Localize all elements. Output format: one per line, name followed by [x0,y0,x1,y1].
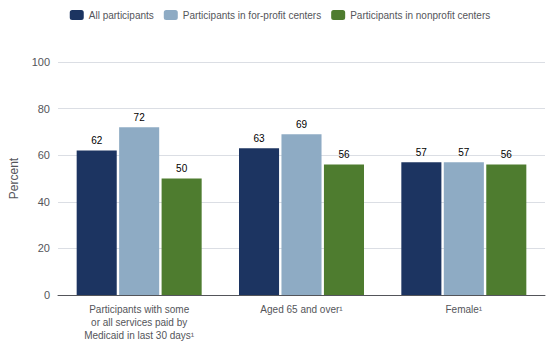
svg-text:56: 56 [338,149,350,160]
svg-text:All participants: All participants [89,10,154,21]
svg-text:Participants in for-profit cen: Participants in for-profit centers [183,10,321,21]
svg-text:69: 69 [296,119,308,130]
svg-text:72: 72 [134,112,146,123]
svg-text:Female¹: Female¹ [445,304,482,315]
svg-text:80: 80 [38,103,50,115]
svg-text:57: 57 [458,147,470,158]
svg-text:100: 100 [32,56,50,68]
svg-text:57: 57 [416,147,428,158]
svg-text:62: 62 [91,135,103,146]
svg-text:Participants in nonprofit cent: Participants in nonprofit centers [350,10,490,21]
svg-text:60: 60 [38,149,50,161]
svg-text:40: 40 [38,196,50,208]
svg-text:0: 0 [44,289,50,301]
svg-text:56: 56 [501,149,513,160]
svg-text:63: 63 [253,133,265,144]
svg-text:or all services paid by: or all services paid by [91,317,187,328]
svg-text:20: 20 [38,242,50,254]
svg-text:Percent: Percent [7,157,21,199]
svg-text:50: 50 [176,163,188,174]
svg-text:Participants with some: Participants with some [89,304,189,315]
svg-text:Aged 65 and over¹: Aged 65 and over¹ [260,304,343,315]
svg-text:Medicaid in last 30 days¹: Medicaid in last 30 days¹ [84,330,195,341]
